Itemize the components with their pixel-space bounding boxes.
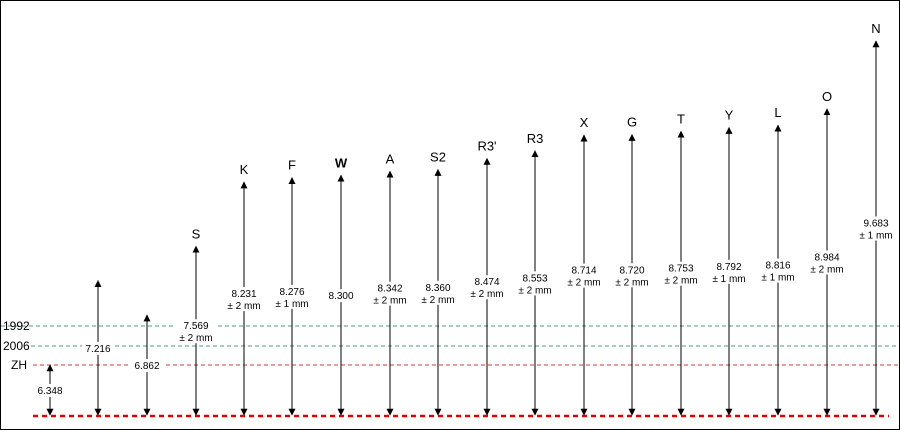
point-label: S2 (430, 150, 446, 165)
point-label: O (822, 89, 832, 104)
height-value: 7.569 (183, 321, 208, 332)
value-label-background (34, 384, 66, 397)
height-value: 8.474 (474, 277, 499, 288)
tolerance-value: ± 1 mm (275, 299, 308, 310)
point-label: S (192, 226, 201, 241)
tolerance-value: ± 2 mm (421, 295, 454, 306)
tolerance-value: ± 1 mm (712, 274, 745, 285)
point-label: R3 (527, 131, 544, 146)
height-value: 7.216 (85, 344, 110, 355)
value-label-background (758, 258, 798, 283)
point-label: G (627, 115, 637, 130)
value-label-background (856, 216, 896, 241)
tolerance-value: ± 2 mm (470, 289, 503, 300)
point-label: R3' (477, 138, 496, 153)
value-label-background (661, 261, 701, 286)
point-label: N (871, 21, 880, 36)
tolerance-value: ± 2 mm (373, 296, 406, 307)
tolerance-value: ± 1 mm (761, 273, 794, 284)
tolerance-value: ± 1 mm (859, 231, 892, 242)
reference-label-2006: 2006 (3, 339, 30, 353)
tolerance-value: ± 2 mm (810, 264, 843, 275)
value-label-background (131, 359, 163, 373)
tolerance-value: ± 2 mm (179, 333, 212, 344)
point-label: A (386, 151, 395, 166)
point-label: F (288, 158, 296, 173)
height-value: 8.553 (522, 273, 547, 284)
point-label: W (335, 155, 348, 170)
point-label: Y (725, 108, 734, 123)
point-label: T (677, 111, 685, 126)
height-value: 8.753 (668, 264, 693, 275)
point-label: X (580, 115, 589, 130)
value-label-background (467, 275, 507, 300)
tolerance-value: ± 2 mm (518, 285, 551, 296)
value-label-background (709, 259, 749, 284)
point-label: K (240, 162, 249, 177)
height-value: 8.792 (716, 262, 741, 273)
height-value: 8.816 (765, 261, 790, 272)
height-value: 8.300 (328, 291, 353, 302)
tolerance-value: ± 2 mm (567, 278, 600, 289)
point-label: L (774, 105, 781, 120)
height-value: 8.231 (231, 289, 256, 300)
height-value: 8.360 (425, 283, 450, 294)
value-label-background (612, 263, 652, 288)
height-value: 8.720 (619, 265, 644, 276)
tolerance-value: ± 2 mm (615, 277, 648, 288)
height-value: 9.683 (863, 219, 888, 230)
value-label-background (418, 280, 458, 305)
value-label-background (515, 271, 555, 296)
value-label-background (325, 289, 357, 303)
value-label-background (82, 341, 114, 355)
height-value: 8.276 (279, 287, 304, 298)
value-label-background (176, 319, 216, 344)
value-label-background (370, 281, 410, 306)
height-value: 8.984 (814, 252, 839, 263)
height-value: 6.862 (134, 361, 159, 372)
value-label-background (564, 263, 604, 288)
value-label-background (272, 284, 312, 309)
reference-label-1992: 1992 (3, 319, 30, 333)
tolerance-value: ± 2 mm (227, 301, 260, 312)
height-value: 8.714 (571, 266, 596, 277)
height-value: 8.342 (377, 284, 402, 295)
reference-label-zh: ZH (11, 358, 27, 372)
value-label-background (807, 250, 847, 275)
height-value: 6.348 (37, 386, 62, 397)
value-label-background (224, 287, 264, 312)
tolerance-value: ± 2 mm (664, 276, 697, 287)
